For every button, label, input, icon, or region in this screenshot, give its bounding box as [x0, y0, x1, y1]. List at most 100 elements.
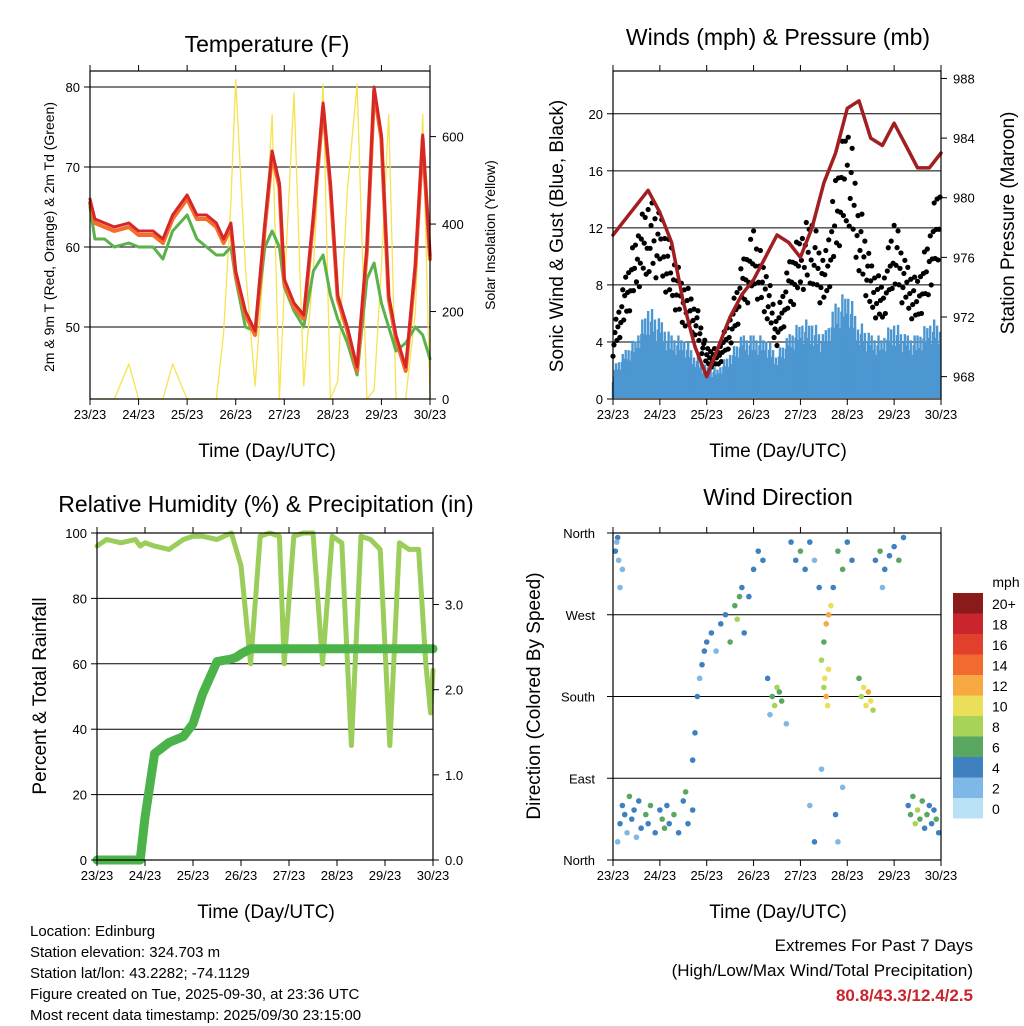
gust-point: [626, 308, 633, 314]
gust-point: [621, 317, 627, 323]
rh-xlabel: Time (Day/UTC): [197, 902, 335, 923]
direction-point: [870, 707, 876, 713]
rh-xtick-label: 25/23: [177, 868, 210, 883]
gust-point: [855, 213, 861, 219]
gust-point: [676, 306, 682, 312]
gust-point: [937, 194, 943, 200]
direction-point: [645, 820, 651, 827]
gust-point: [841, 176, 847, 182]
gust-point: [846, 223, 852, 229]
gust-point: [827, 284, 833, 290]
gust-point: [850, 226, 856, 232]
gust-point: [759, 279, 765, 285]
direction-point: [924, 811, 930, 818]
gust-point: [851, 202, 857, 208]
temp-xtick-label: 24/23: [122, 407, 155, 422]
direction-point: [863, 702, 869, 709]
direction-point: [931, 807, 937, 813]
gust-point: [816, 250, 822, 256]
gust-point: [784, 270, 790, 276]
gust-point: [667, 287, 673, 293]
direction-point: [821, 684, 827, 691]
rh-xtick-label: 26/23: [225, 868, 258, 883]
gust-point: [641, 240, 647, 246]
gust-point: [634, 256, 641, 262]
direction-point: [614, 534, 621, 541]
temp-y-tick-label: 70: [66, 160, 80, 175]
temp-y2-tick-label: 200: [442, 305, 464, 320]
gust-point: [864, 277, 870, 283]
rh-y2-tick-label: 3.0: [445, 598, 463, 613]
gust-point: [893, 262, 899, 268]
rh-line: [94, 530, 436, 748]
rh-y-tick-label: 60: [73, 657, 87, 672]
gust-point: [771, 334, 777, 341]
direction-point: [696, 675, 703, 682]
legend-swatch: [953, 675, 983, 696]
direction-point: [699, 661, 705, 668]
rh-y-tick-label: 40: [73, 722, 87, 737]
pressure-line: [611, 99, 943, 379]
gust-point: [762, 286, 768, 292]
gust-point: [847, 195, 853, 202]
gust-point: [813, 228, 819, 234]
gust-point: [901, 270, 907, 277]
rh-y2-tick-label: 1.0: [445, 768, 463, 783]
direction-point: [643, 811, 649, 818]
gust-point: [765, 304, 771, 310]
gust-point: [821, 294, 827, 300]
direction-point: [694, 693, 701, 700]
gust-point: [908, 276, 914, 282]
wind-points: [611, 294, 942, 398]
direction-point: [858, 693, 865, 700]
gust-point: [885, 245, 891, 251]
legend-swatch: [953, 798, 983, 819]
gust-point: [805, 249, 811, 255]
dir-xtick-label: 26/23: [737, 868, 770, 883]
gust-point: [906, 305, 912, 311]
legend-label: 12: [992, 678, 1008, 694]
gust-point: [767, 282, 773, 289]
gust-point: [801, 264, 807, 271]
gust-point: [670, 277, 677, 283]
legend-label: 14: [992, 658, 1008, 674]
gust-point: [888, 238, 894, 244]
gust-point: [869, 263, 875, 269]
dir-xtick-label: 25/23: [690, 868, 723, 883]
gust-point: [738, 266, 744, 272]
gust-point: [823, 247, 829, 254]
gust-point: [892, 281, 898, 287]
wind-frame: [612, 70, 942, 400]
rh-y2-tick-label: 2.0: [445, 683, 463, 698]
direction-point: [774, 684, 780, 691]
gust-point: [647, 245, 653, 251]
gust-point: [909, 316, 915, 322]
rh-xtick-label: 28/23: [321, 868, 354, 883]
gust-point: [783, 289, 789, 295]
gust-point: [645, 206, 651, 213]
gust-point: [884, 268, 890, 274]
direction-point: [877, 548, 883, 554]
rh-xtick-label: 29/23: [369, 868, 402, 883]
gust-point: [814, 282, 820, 288]
gust-point: [630, 288, 637, 294]
gust-point: [613, 316, 619, 322]
direction-point: [823, 693, 829, 700]
gust-point: [872, 275, 878, 281]
temp-frame: [89, 70, 431, 400]
temp-y2label: Solar Insolation (Yellow): [482, 160, 498, 310]
gust-point: [868, 278, 874, 284]
gust-point: [695, 308, 701, 314]
gust-point: [925, 292, 931, 298]
elevation-text: Station elevation: 324.703 m: [30, 944, 221, 961]
gust-point: [648, 222, 654, 229]
gust-point: [875, 273, 882, 279]
gust-point: [836, 243, 843, 249]
gust-point: [826, 237, 832, 243]
gust-point: [688, 296, 694, 302]
gust-point: [880, 295, 887, 301]
dir-xtick-label: 29/23: [878, 868, 911, 883]
direction-point: [703, 639, 710, 645]
gust-point: [691, 306, 697, 312]
direction-point: [631, 807, 637, 813]
